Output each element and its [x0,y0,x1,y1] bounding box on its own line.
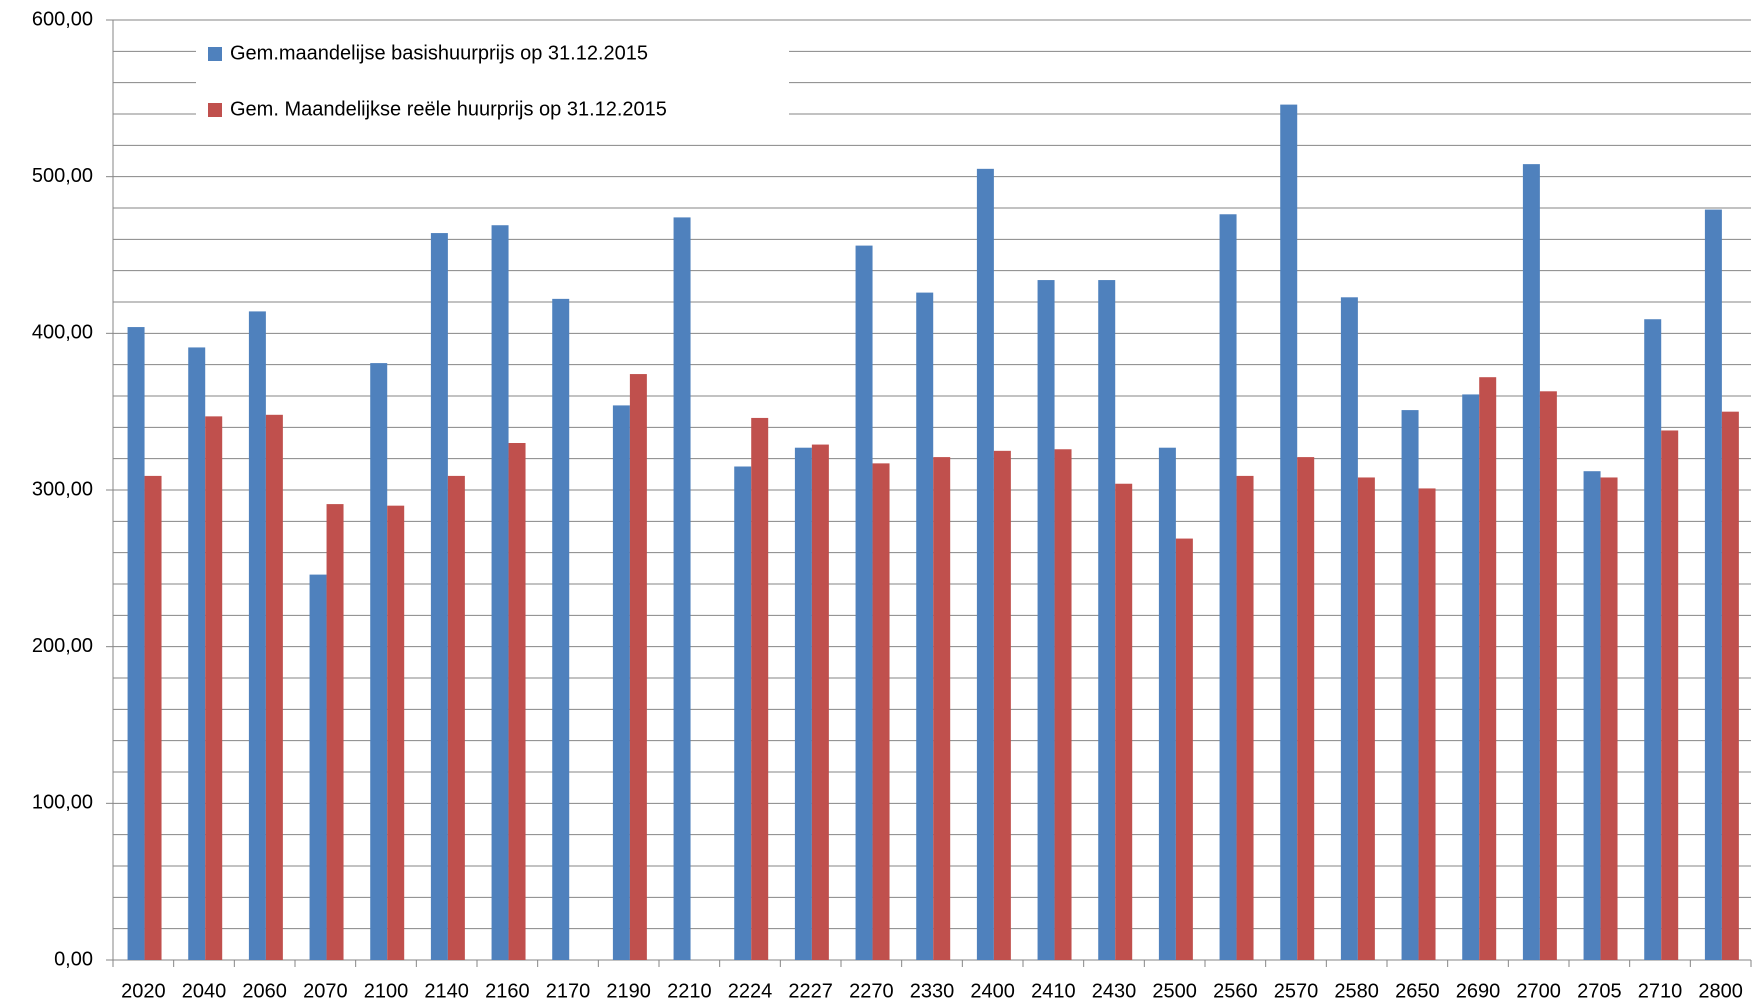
y-tick-label: 500,00 [32,165,93,187]
bar [387,505,405,960]
bar [993,450,1011,960]
legend-marker [208,47,222,61]
bar [447,475,465,960]
x-tick-label: 2400 [970,980,1015,1002]
bar [1721,411,1739,961]
bar [1297,457,1315,960]
bar [855,245,873,961]
x-tick-label: 2020 [121,980,166,1002]
bar [1098,280,1116,961]
bar [751,417,769,960]
bar [188,347,206,960]
x-tick-label: 2160 [485,980,530,1002]
legend-marker [208,103,222,117]
x-tick-label: 2227 [788,980,833,1002]
y-tick-label: 300,00 [32,478,93,500]
x-tick-label: 2650 [1395,980,1440,1002]
x-tick-label: 2430 [1092,980,1137,1002]
bar [1115,483,1133,960]
bar [1522,164,1540,961]
x-tick-label: 2500 [1152,980,1197,1002]
bar [309,574,327,960]
bar [1219,214,1237,960]
bar [205,416,223,960]
bar [629,374,647,961]
x-tick-label: 2580 [1334,980,1379,1002]
bar [1236,475,1254,960]
x-tick-label: 2690 [1456,980,1501,1002]
x-tick-label: 2210 [667,980,712,1002]
bar [1600,477,1618,960]
bar [612,405,630,960]
x-tick-label: 2330 [910,980,955,1002]
x-tick-label: 2570 [1274,980,1319,1002]
bar [1661,430,1679,960]
x-tick-label: 2700 [1516,980,1561,1002]
x-tick-label: 2190 [606,980,651,1002]
x-tick-label: 2224 [728,980,773,1002]
bar [1340,297,1358,960]
x-tick-label: 2410 [1031,980,1076,1002]
x-tick-label: 2060 [242,980,287,1002]
bar [673,217,691,960]
y-tick-label: 400,00 [32,322,93,344]
legend-box [196,34,789,132]
bar [265,414,283,960]
bar [1037,280,1055,961]
bar [916,292,934,961]
y-tick-label: 100,00 [32,792,93,814]
x-tick-label: 2040 [182,980,227,1002]
bar [1280,104,1298,961]
bar [1158,447,1176,960]
x-tick-label: 2705 [1577,980,1622,1002]
bar [794,447,812,960]
x-tick-label: 2270 [849,980,894,1002]
x-tick-label: 2100 [364,980,409,1002]
bar [1479,377,1497,960]
bar [1175,538,1193,960]
legend-label: Gem. Maandelijkse reële huurprijs op 31.… [230,98,667,120]
bar [552,298,570,960]
bar [491,225,509,960]
bar [1401,410,1419,961]
bar [1357,477,1375,960]
bar [1539,391,1557,960]
bar [933,457,951,960]
x-tick-label: 2170 [546,980,591,1002]
bar [326,504,344,960]
y-tick-label: 600,00 [32,8,93,30]
bar [248,311,266,960]
bar [1704,209,1722,961]
bar [370,363,388,961]
x-tick-label: 2710 [1638,980,1683,1002]
bar [811,444,829,961]
bar [1462,394,1480,960]
x-tick-label: 2140 [424,980,469,1002]
x-tick-label: 2800 [1698,980,1743,1002]
bar [1418,488,1436,960]
bar [1054,449,1072,960]
bar [430,233,448,961]
bar [144,475,162,960]
bar [976,168,994,961]
bar [508,443,526,960]
bar [734,466,752,960]
x-tick-label: 2070 [303,980,348,1002]
bar [127,327,145,961]
y-tick-label: 200,00 [32,635,93,657]
x-tick-label: 2560 [1213,980,1258,1002]
legend-label: Gem.maandelijse basishuurprijs op 31.12.… [230,42,648,64]
bar [872,463,890,960]
bar [1644,319,1662,960]
bar [1583,471,1601,960]
y-tick-label: 0,00 [54,948,93,970]
